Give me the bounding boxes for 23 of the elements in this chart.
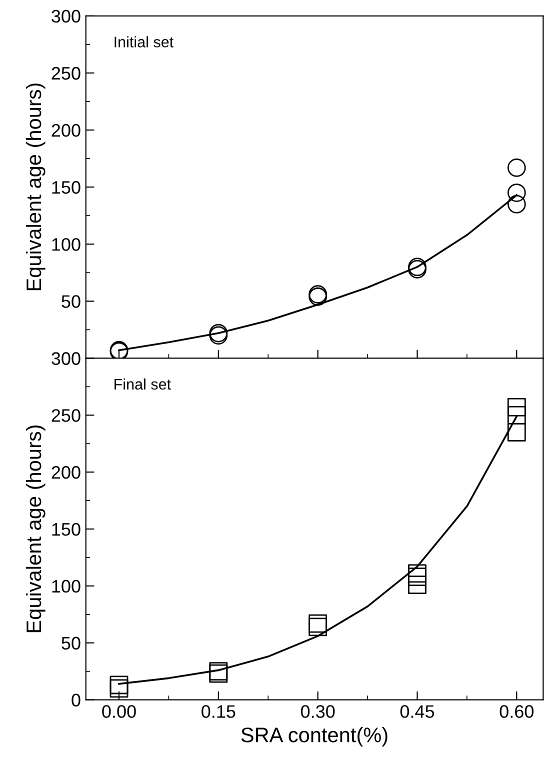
y-axis-title: Equivalent age (hours) [26,426,46,632]
x-tick-label: 0.30 [300,705,335,718]
x-tick-label: 0.45 [400,705,434,718]
x-tick-label: 0.15 [202,705,236,718]
y-tick-label: 300 [52,352,80,365]
y-tick-label: 150 [52,181,80,194]
y-tick-label: 200 [52,124,80,137]
annotation: Final set [114,378,171,390]
y-tick-label: 200 [52,466,80,479]
x-tick-label: 0.60 [500,705,534,718]
y-tick-label: 250 [52,66,80,80]
y-tick-label: 300 [52,10,80,23]
y-tick-label: 150 [52,522,80,536]
x-axis-title: SRA content(%) [241,727,388,746]
y-tick-label: 100 [52,238,80,251]
y-tick-label: 250 [52,409,80,422]
y-axis-title: Equivalent age (hours) [26,84,46,290]
x-tick-label: 0.00 [102,705,136,718]
y-tick-label: 100 [52,580,80,593]
annotation: Initial set [114,36,174,48]
y-tick-label: 50 [62,636,80,650]
y-tick-label: 0 [72,694,80,707]
y-tick-label: 50 [62,295,80,308]
